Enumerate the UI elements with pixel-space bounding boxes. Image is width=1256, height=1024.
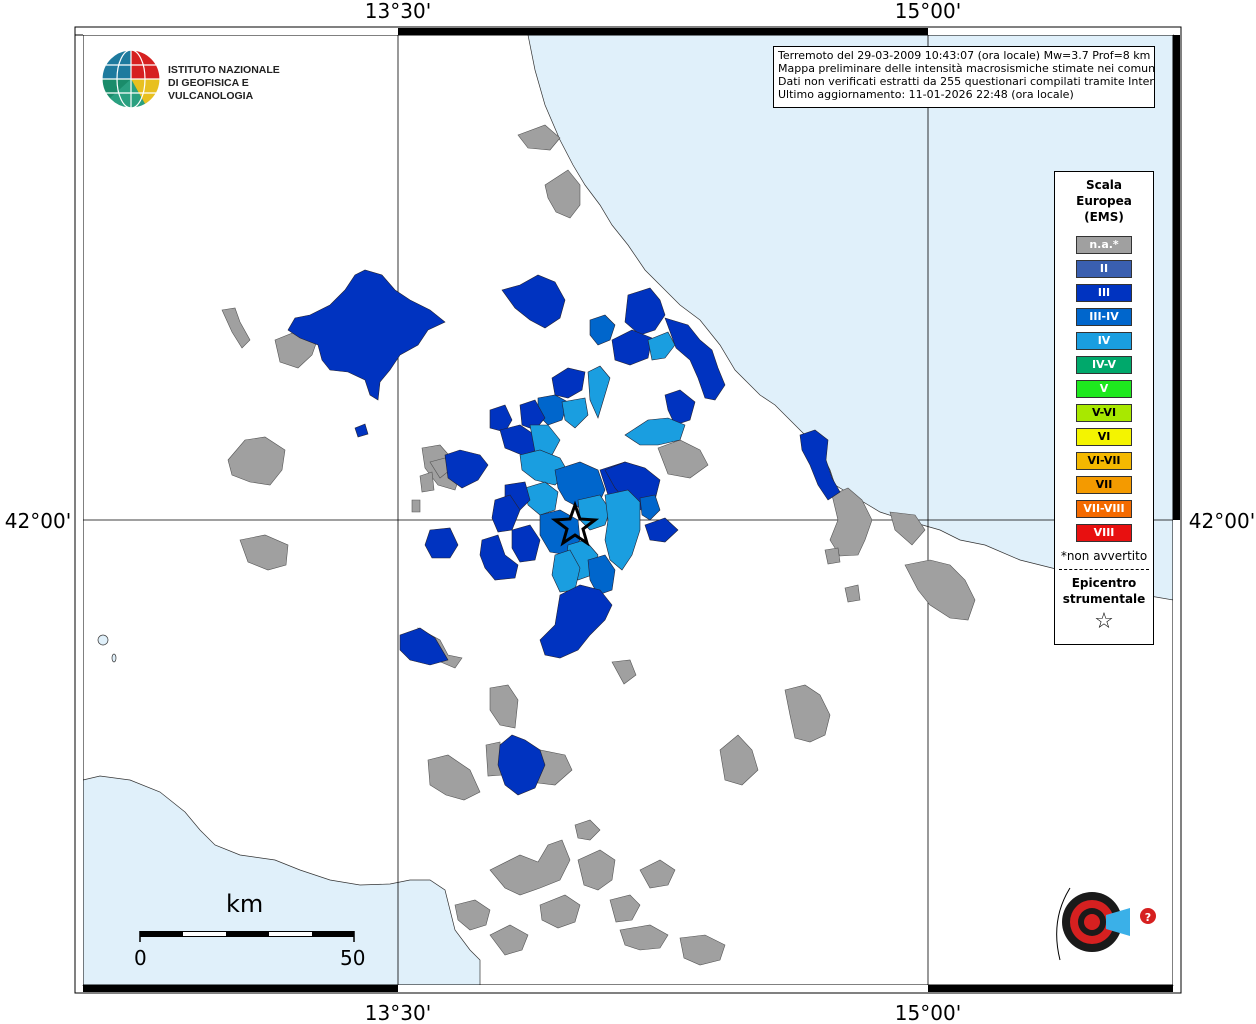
island <box>111 653 117 663</box>
legend-item: V-VI <box>1076 404 1132 422</box>
legend-item: IV <box>1076 332 1132 350</box>
legend-item: VIII <box>1076 524 1132 542</box>
legend-item: IV-V <box>1076 356 1132 374</box>
earthquake-info-box: Terremoto del 29-03-2009 10:43:07 (ora l… <box>773 46 1155 108</box>
svg-text:?: ? <box>1145 911 1151 924</box>
legend-title-line-3: (EMS) <box>1084 210 1124 224</box>
star-icon: ☆ <box>1094 609 1114 634</box>
logo-text: ISTITUTO NAZIONALE DI GEOFISICA E VULCAN… <box>168 64 320 103</box>
legend-item: VII-VIII <box>1076 500 1132 518</box>
legend-item: V <box>1076 380 1132 398</box>
legend-item: VI-VII <box>1076 452 1132 470</box>
logo-line-1: ISTITUTO NAZIONALE <box>168 64 280 76</box>
logo-line-2: DI GEOFISICA E VULCANOLOGIA <box>168 77 254 102</box>
legend-item: II <box>1076 260 1132 278</box>
legend-item: III <box>1076 284 1132 302</box>
haisentito-logo: ? <box>1030 860 1170 990</box>
lon-label-top-1: 13°30' <box>365 0 431 23</box>
scale-bar: km 0 50 <box>130 890 370 970</box>
municipalities-intensity <box>287 269 841 796</box>
lon-label-bottom-1: 13°30' <box>365 1001 431 1024</box>
legend-title-line-1: Scala <box>1085 178 1123 192</box>
lat-label-left: 42°00' <box>5 509 71 533</box>
legend-separator <box>1059 569 1149 570</box>
scale-start-label: 0 <box>134 946 147 970</box>
map-frame <box>74 26 1182 994</box>
info-line-4: Ultimo aggiornamento: 11-01-2026 22:48 (… <box>778 88 1074 101</box>
haisentito-logo-graphic: ? <box>1056 887 1156 961</box>
legend-item: III-IV <box>1076 308 1132 326</box>
legend-title: Scala Europea (EMS) <box>1055 177 1153 225</box>
globe-icon <box>101 49 161 109</box>
scale-end-label: 50 <box>340 946 366 970</box>
legend-epicenter-line-2: strumentale <box>1062 592 1146 606</box>
info-line-1: Terremoto del 29-03-2009 10:43:07 (ora l… <box>778 49 1151 62</box>
lon-label-bottom-2: 15°00' <box>895 1001 961 1024</box>
lon-label-top-2: 15°00' <box>895 0 961 23</box>
scale-bar-graphic <box>139 931 355 942</box>
legend-epicenter-line-1: Epicentro <box>1071 576 1137 590</box>
legend-item: VII <box>1076 476 1132 494</box>
legend-item: n.a.* <box>1076 236 1132 254</box>
legend-title-line-2: Europea <box>1076 194 1132 208</box>
legend-epicenter-label: Epicentro strumentale <box>1055 575 1153 607</box>
ems-legend: Scala Europea (EMS) n.a.* II III III-IV IV IV… <box>1054 171 1154 645</box>
lat-label-right: 42°00' <box>1189 509 1255 533</box>
legend-item: VI <box>1076 428 1132 446</box>
legend-swatches: n.a.* II III III-IV IV IV-V V V-VI VI VI-VII VII VI… <box>1055 236 1153 542</box>
info-line-3: Dati non verificati estratti da 255 ques… <box>778 75 1155 88</box>
island <box>97 634 109 646</box>
info-line-2: Mappa preliminare delle intensità macros… <box>778 62 1155 75</box>
ingv-logo: ISTITUTO NAZIONALE DI GEOFISICA E VULCAN… <box>100 48 320 110</box>
adriatic-sea <box>527 34 1174 601</box>
scale-unit: km <box>226 890 264 918</box>
epicenter-marker <box>550 500 600 547</box>
legend-note: *non avvertito <box>1060 549 1148 563</box>
